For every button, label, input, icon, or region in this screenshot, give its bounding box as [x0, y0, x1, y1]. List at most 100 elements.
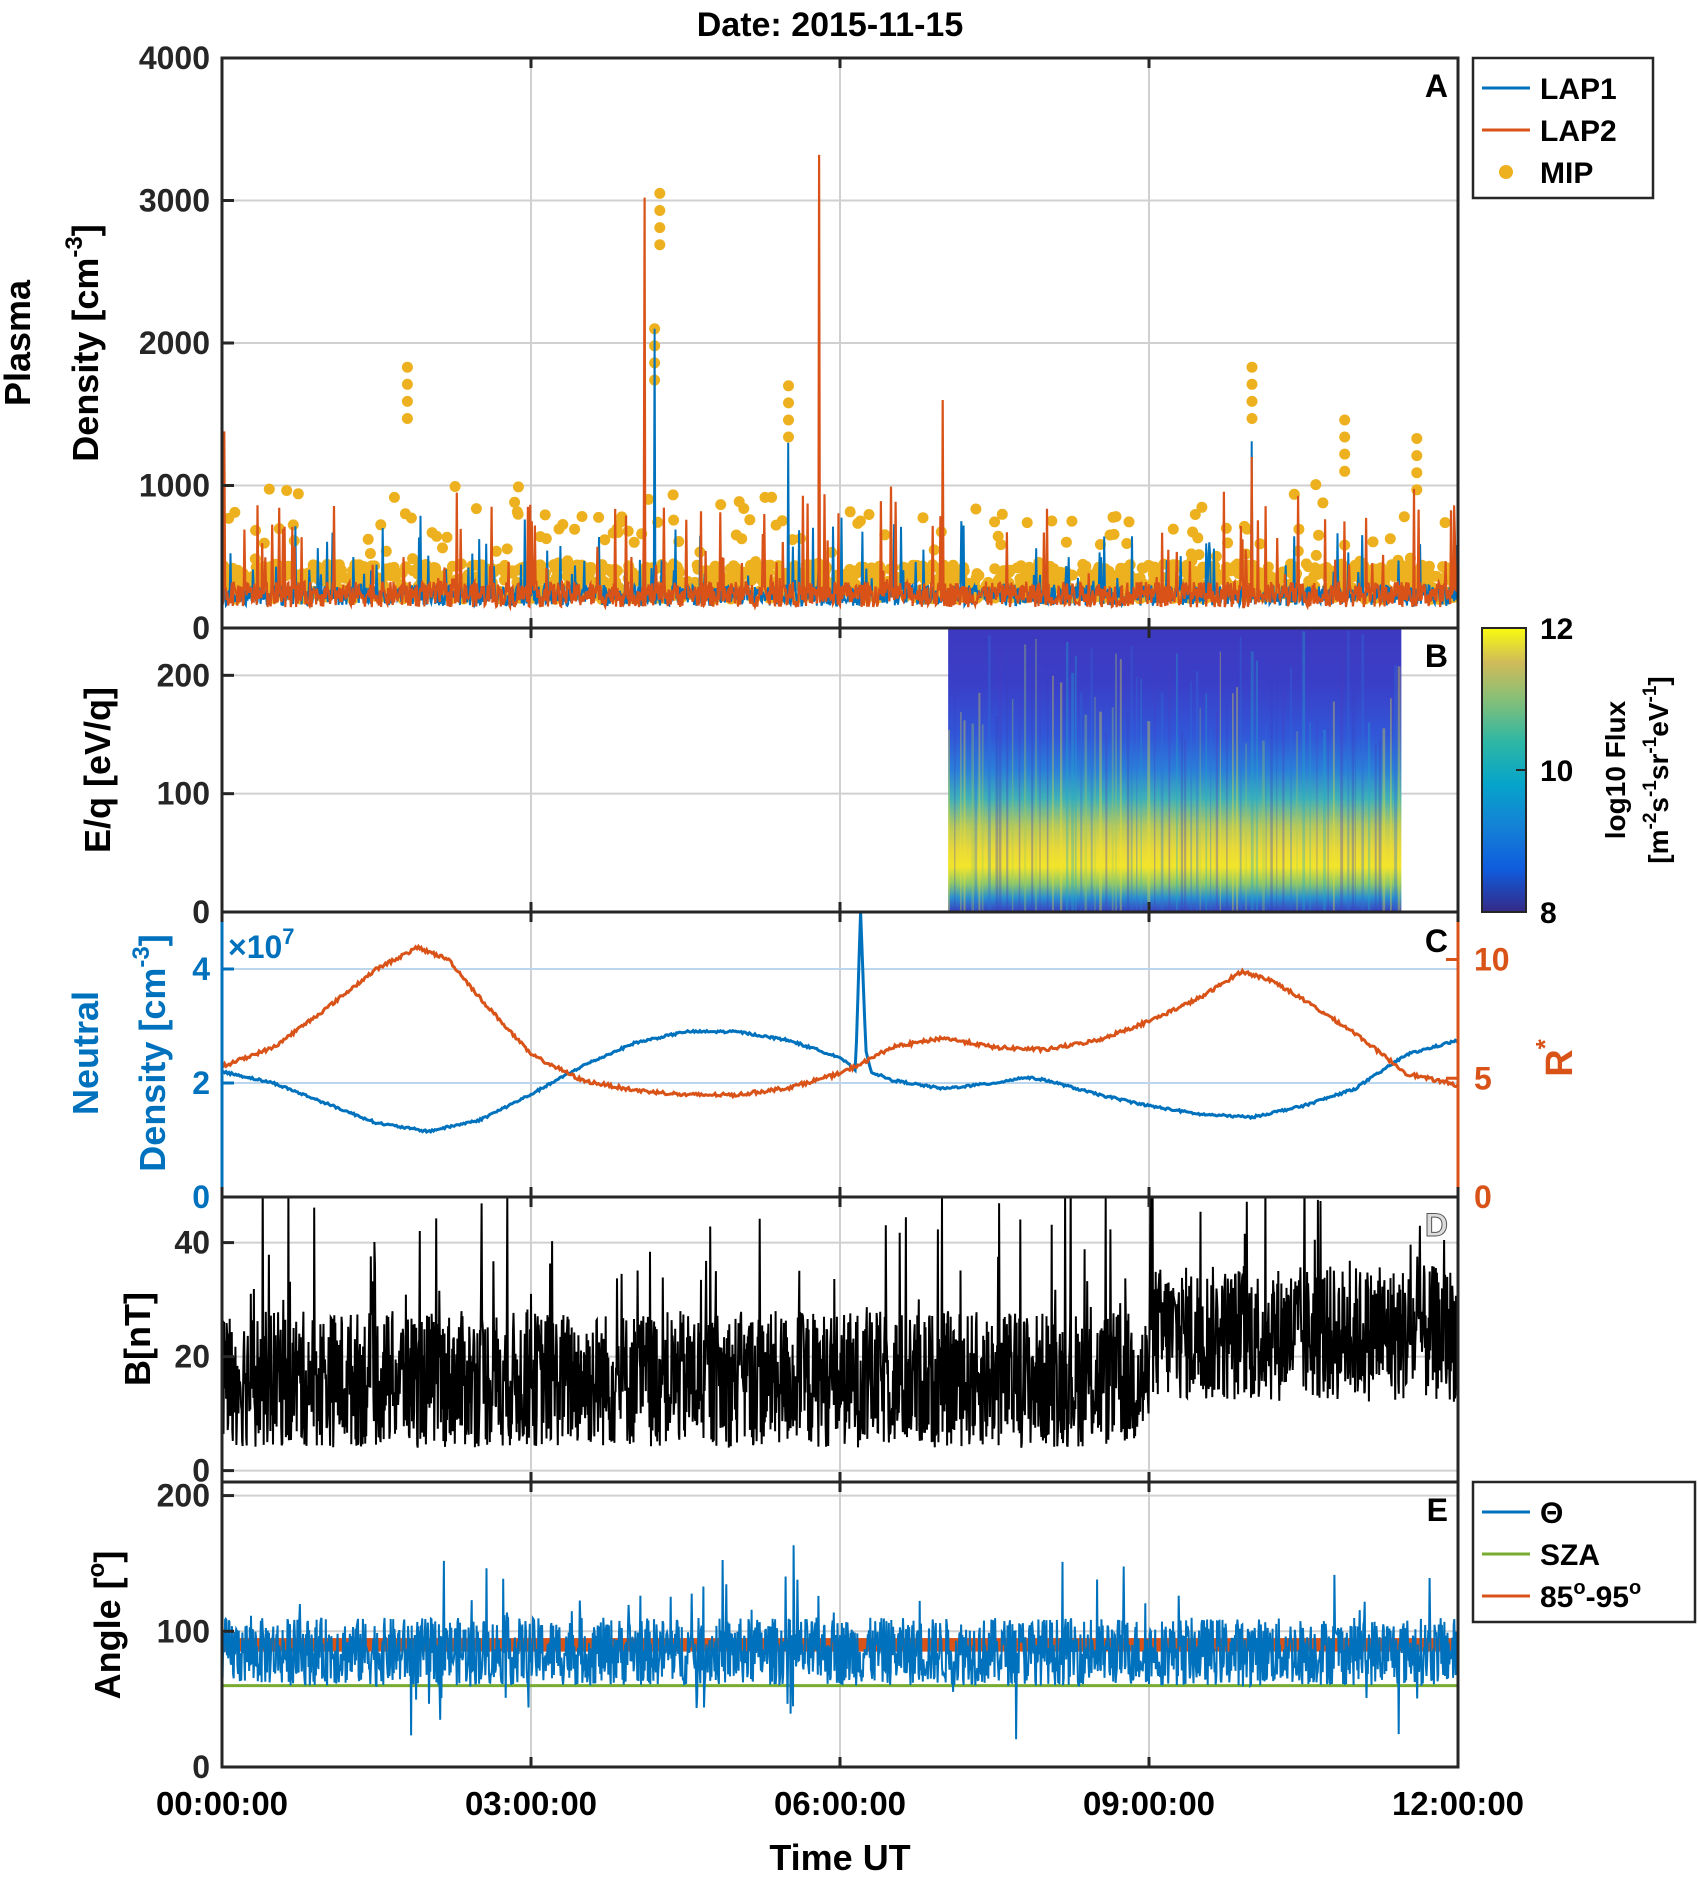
mip-dot [783, 414, 794, 426]
mip-dot [928, 544, 940, 556]
panel-d: 0 20 40 D B[nT] [117, 1195, 1460, 1489]
mip-dot [1367, 536, 1379, 548]
mip-dot [375, 519, 387, 531]
mip-dot [553, 523, 565, 535]
ytick-label: 4000 [139, 40, 210, 76]
panel-b-ylabel: E/q [eV/q] [77, 687, 118, 853]
mip-dot [400, 561, 412, 573]
spectrogram-stripe [995, 716, 999, 912]
ytick-right-label: 10 [1474, 942, 1510, 978]
ytick-label: 3000 [139, 183, 210, 219]
panel-c-yticks-right: 0 5 10 [1446, 942, 1510, 1215]
mip-dot [1192, 532, 1204, 544]
ytick-label: 0 [192, 1749, 210, 1785]
legend-mip-swatch [1499, 165, 1513, 179]
mip-dot [654, 187, 666, 199]
panel-c-grid [222, 912, 1458, 1197]
spectrogram-stripe [1105, 732, 1108, 912]
mip-dot [1138, 562, 1149, 574]
spectrogram-stripe [1250, 651, 1254, 912]
mip-dot [1060, 536, 1072, 548]
spectrogram-stripe [1265, 724, 1267, 912]
mip-dot [263, 483, 275, 495]
mip-dot [744, 514, 756, 526]
mip-dot [512, 481, 524, 493]
spectrogram-stripe [948, 729, 950, 912]
mip-dot [736, 533, 748, 545]
colorbar-label-line1: log10 Flux [1600, 700, 1631, 839]
mip-dot [1196, 501, 1208, 513]
spectrogram-stripe [1282, 689, 1285, 912]
mip-dot [654, 205, 666, 216]
spectrogram-stripe [1232, 693, 1234, 912]
spectrogram-stripe [1382, 728, 1386, 912]
mip-dot [654, 239, 666, 251]
mip-dot [628, 536, 640, 548]
spectrogram-stripe [1060, 682, 1063, 912]
colorbar-tick-label: 10 [1540, 755, 1573, 788]
mip-dot [1311, 563, 1323, 575]
mip-dot [1107, 511, 1119, 523]
spectrogram-stripe [1168, 669, 1171, 912]
spectrogram-stripe [1378, 740, 1382, 912]
mip-dot [576, 511, 588, 522]
spectrogram-stripe [1084, 714, 1088, 912]
ytick-label: 200 [157, 1478, 210, 1514]
ytick-label: 100 [157, 776, 210, 812]
mip-dot [1246, 378, 1258, 390]
mip-dot [539, 509, 551, 521]
mip-dot [307, 559, 319, 571]
mip-dot [1108, 528, 1120, 540]
mip-dot [407, 553, 419, 565]
spectrogram-stripe [1136, 676, 1138, 912]
spectrogram-stripe [1126, 712, 1130, 912]
panel-e-grid [222, 1482, 1458, 1767]
panel-e-letter: E [1427, 1492, 1448, 1528]
spectrogram-stripe [1309, 722, 1311, 912]
legend-band-label: 85o-95o [1540, 1577, 1641, 1614]
panel-b-letter: B [1425, 638, 1448, 674]
panel-a: 0 1000 2000 3000 4000 A Plasma Density [cm-3… [0, 40, 1655, 646]
mip-dot [795, 533, 807, 544]
mip-dot [989, 516, 1001, 528]
mip-dot [362, 533, 374, 545]
spectrogram-stripe [1140, 678, 1142, 912]
mip-dot [908, 573, 920, 585]
mip-dot [1066, 515, 1078, 527]
spectrogram-stripe [1347, 630, 1350, 912]
mip-dot [511, 506, 523, 518]
spectrogram-stripe [1205, 693, 1208, 912]
spectrogram-stripe [1176, 653, 1178, 912]
ytick-label: 0 [192, 1179, 210, 1215]
mip-dot [745, 559, 756, 571]
panel-e: 0 100 200 E Angle [o] Θ SZA 85o-95o [83, 1478, 1697, 1785]
mip-dot [1213, 572, 1224, 584]
mip-dot [995, 539, 1007, 551]
spectrogram-stripe [1351, 691, 1354, 912]
panel-b: 0 100 200 B E/q [eV/q] 8 10 12 log10 Flux [m… [77, 613, 1674, 930]
spectrogram-stripe [1024, 644, 1027, 912]
panel-e-legend: Θ SZA 85o-95o [1471, 1480, 1697, 1624]
mip-dot [437, 542, 448, 554]
spectrogram-stripe [1011, 699, 1014, 912]
mip-dot [668, 514, 680, 526]
spectrogram-stripe [1210, 728, 1212, 912]
spectrogram-stripe [1052, 675, 1054, 912]
mip-dot [569, 523, 581, 535]
spectrogram-stripe [1006, 666, 1009, 912]
mip-dot [854, 515, 866, 527]
panel-d-b-line [222, 1197, 1458, 1448]
spectrogram-stripe [1394, 665, 1398, 912]
panel-b-spectrogram [948, 628, 1402, 912]
spectrogram-stripe [1071, 672, 1075, 912]
panel-e-theta-line [222, 1545, 1458, 1740]
legend-lap1-label: LAP1 [1540, 73, 1617, 106]
legend-lap2-label: LAP2 [1540, 115, 1617, 148]
ytick-label: 2000 [139, 325, 210, 361]
mip-dot [1189, 509, 1201, 520]
mip-dot [426, 527, 438, 539]
mip-dot [1167, 523, 1179, 535]
panel-a-ylabel-line2: Density [cm-3] [61, 224, 106, 461]
mip-dot [1021, 517, 1033, 529]
spectrogram-stripe [1180, 731, 1184, 912]
